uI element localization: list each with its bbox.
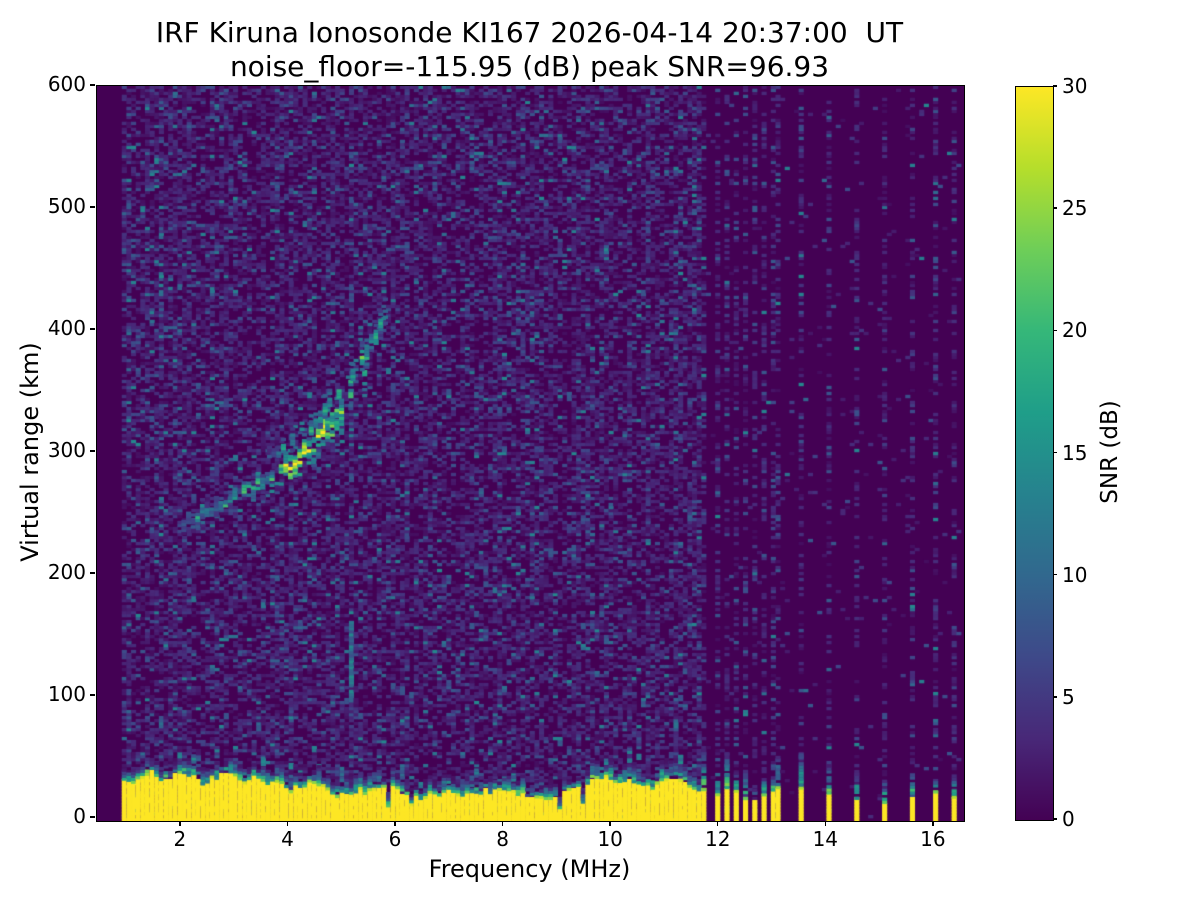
x-tick-mark [286,821,289,826]
y-tick-mark [90,84,95,86]
x-tick-label: 14 [812,827,839,851]
chart-subtitle: noise_floor=-115.95 (dB) peak SNR=96.93 [229,50,830,83]
x-tick-mark [179,821,181,826]
x-axis-label: Frequency (MHz) [428,855,631,883]
colorbar-tick-mark [1053,85,1057,87]
y-tick-label: 0 [73,803,86,828]
x-tick-label: 4 [281,827,294,851]
colorbar-tick-mark [1053,818,1057,820]
x-tick-label: 16 [920,827,946,851]
plot-area [96,85,965,822]
x-tick-mark [932,821,934,826]
colorbar-tick-mark [1053,696,1057,698]
ionogram-heatmap [97,86,964,821]
y-tick-label: 200 [47,559,86,584]
y-tick-label: 400 [47,316,86,341]
x-tick-mark [824,821,827,826]
x-tick-label: 2 [173,827,187,851]
y-tick-mark [90,816,95,818]
y-tick-mark [90,450,95,452]
y-tick-mark [90,328,95,330]
chart-title: IRF Kiruna Ionosonde KI167 2026-04-14 20… [155,16,904,49]
colorbar-tick-label: 5 [1062,684,1075,709]
y-tick-mark [90,206,95,208]
colorbar-tick-mark [1053,207,1057,209]
x-tick-label: 6 [388,827,402,851]
y-tick-mark [90,694,95,696]
x-tick-mark [394,821,396,826]
colorbar-tick-label: 20 [1062,318,1088,343]
x-tick-label: 8 [496,827,509,851]
colorbar-tick-mark [1053,451,1057,454]
y-tick-mark [90,572,95,574]
x-tick-mark [501,821,504,826]
colorbar-tick-mark [1053,329,1057,332]
x-tick-mark [609,821,611,826]
y-tick-label: 100 [47,681,86,706]
y-tick-label: 600 [47,72,86,97]
colorbar-tick-mark [1053,573,1057,576]
y-tick-label: 500 [47,194,86,219]
colorbar-tick-label: 30 [1062,74,1088,98]
colorbar-tick-label: 10 [1062,562,1088,587]
y-tick-label: 300 [47,438,86,463]
colorbar-label: SNR (dB) [1097,400,1123,504]
colorbar [1015,86,1054,821]
colorbar-tick-label: 15 [1062,440,1088,465]
colorbar-tick-label: 0 [1062,807,1075,831]
colorbar-tick-label: 25 [1062,196,1088,221]
y-axis-label: Virtual range (km) [16,342,44,562]
x-tick-label: 12 [705,827,731,851]
x-tick-label: 10 [597,827,623,851]
colorbar-gradient [1016,87,1053,820]
x-tick-mark [716,821,719,826]
